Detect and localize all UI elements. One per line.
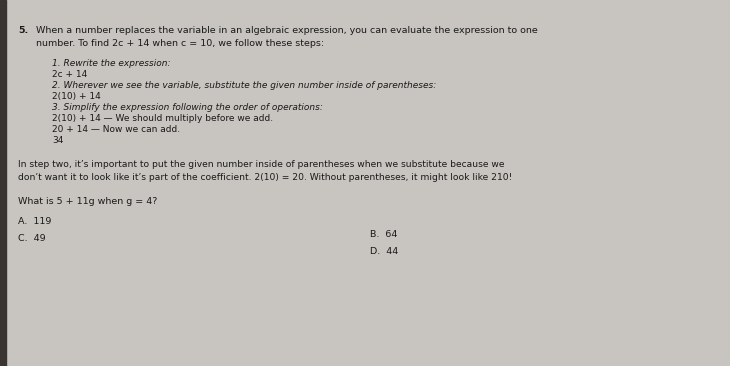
Text: D.  44: D. 44 — [370, 247, 399, 256]
Text: In step two, it’s important to put the given number inside of parentheses when w: In step two, it’s important to put the g… — [18, 160, 504, 169]
Text: B.  64: B. 64 — [370, 230, 397, 239]
Bar — [0, 0, 6, 366]
Text: 3. Simplify the expression following the order of operations:: 3. Simplify the expression following the… — [52, 103, 323, 112]
Text: A.  119: A. 119 — [18, 217, 51, 226]
Text: C.  49: C. 49 — [18, 234, 45, 243]
Text: 2c + 14: 2c + 14 — [52, 70, 88, 79]
Text: 5.: 5. — [18, 26, 28, 35]
Text: 1. Rewrite the expression:: 1. Rewrite the expression: — [52, 59, 171, 68]
Text: 34: 34 — [52, 136, 64, 145]
Text: number. To find 2c + 14 when c = 10, we follow these steps:: number. To find 2c + 14 when c = 10, we … — [36, 39, 324, 48]
Text: don’t want it to look like it’s part of the coefficient. 2(10) = 20. Without par: don’t want it to look like it’s part of … — [18, 173, 512, 182]
Text: What is 5 + 11g when g = 4?: What is 5 + 11g when g = 4? — [18, 197, 158, 206]
Text: 2(10) + 14: 2(10) + 14 — [52, 92, 101, 101]
Text: When a number replaces the variable in an algebraic expression, you can evaluate: When a number replaces the variable in a… — [36, 26, 538, 35]
Text: 2. Wherever we see the variable, substitute the given number inside of parenthes: 2. Wherever we see the variable, substit… — [52, 81, 437, 90]
Text: 2(10) + 14 — We should multiply before we add.: 2(10) + 14 — We should multiply before w… — [52, 114, 273, 123]
Text: 20 + 14 — Now we can add.: 20 + 14 — Now we can add. — [52, 125, 180, 134]
